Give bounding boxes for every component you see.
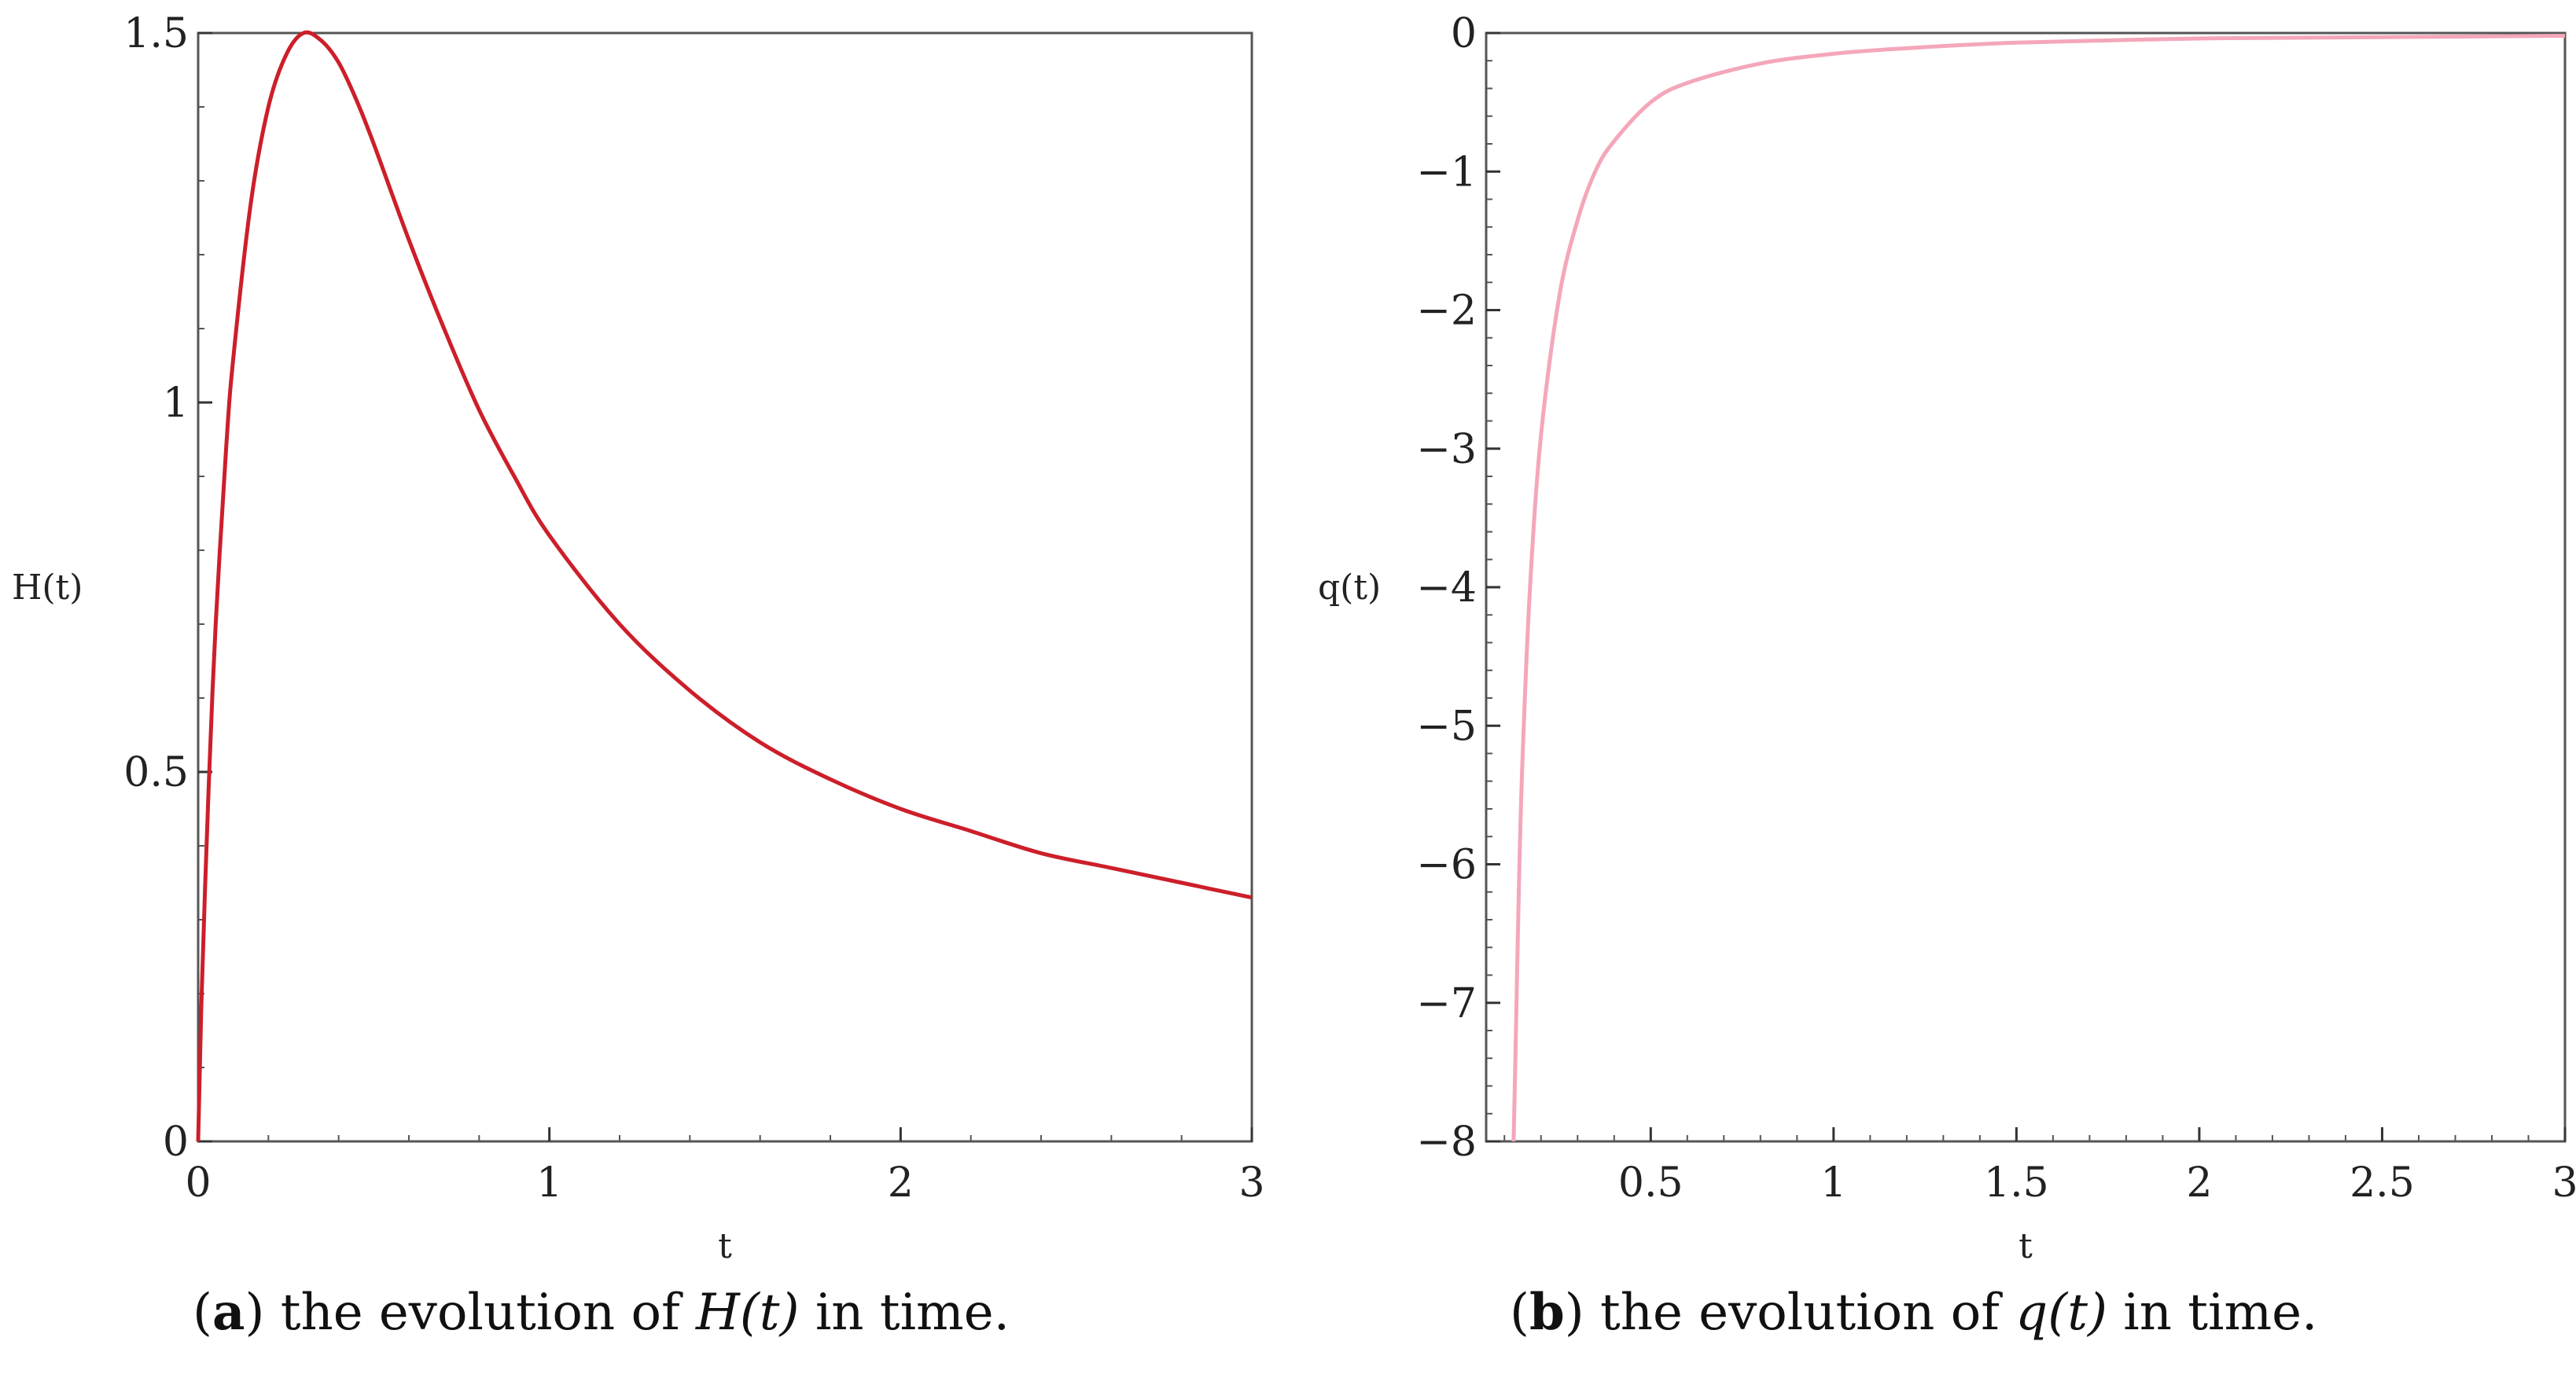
y-tick-label-b: −1	[1416, 149, 1477, 196]
axis-title-y-a: H(t)	[12, 568, 83, 608]
plot-frame-b	[1485, 31, 2567, 1143]
y-tick-label-b: −6	[1416, 842, 1477, 889]
caption-a-text-before: the evolution of	[264, 1284, 696, 1342]
y-tick-label-b: −8	[1416, 1119, 1477, 1166]
caption-b-math: q(t)	[2015, 1284, 2107, 1342]
caption-b: (b) the evolution of q(t) in time.	[1510, 1283, 2317, 1342]
plot-frame-a	[197, 31, 1253, 1143]
caption-a-text-after: in time.	[799, 1284, 1010, 1342]
y-tick-label-b: −7	[1416, 980, 1477, 1027]
x-tick-label-a: 1	[536, 1159, 562, 1207]
chart-panel-b: 0 −1 −2 −3 −4 −5 −6 −7 −8 0.5 1 1.5 2 2.5 3 q(t) t	[1318, 10, 2576, 1266]
y-tick-label-a: 1	[163, 380, 189, 427]
y-tick-label-b: 0	[1451, 10, 1477, 57]
x-tick-label-a: 3	[1238, 1159, 1264, 1207]
y-tick-label-b: −4	[1416, 564, 1477, 612]
x-tick-label-b: 3	[2552, 1159, 2576, 1207]
caption-b-close: )	[1564, 1284, 1584, 1342]
x-tick-label-a: 2	[888, 1159, 914, 1207]
axis-title-x-b: t	[2018, 1226, 2033, 1266]
caption-a-letter: a	[212, 1283, 245, 1342]
x-tick-label-b: 2.5	[2350, 1159, 2415, 1207]
caption-a-close: )	[245, 1284, 265, 1342]
axis-title-x-a: t	[718, 1226, 732, 1266]
caption-a-open: (	[193, 1284, 212, 1342]
x-tick-label-b: 2	[2186, 1159, 2212, 1207]
caption-b-text-before: the evolution of	[1584, 1284, 2016, 1342]
caption-a-math: H(t)	[696, 1284, 800, 1342]
series-line-h	[196, 30, 1253, 1142]
x-tick-label-b: 1.5	[1984, 1159, 2049, 1207]
caption-a: (a) the evolution of H(t) in time.	[193, 1283, 1010, 1342]
caption-b-open: (	[1510, 1284, 1529, 1342]
x-tick-label-b: 0.5	[1618, 1159, 1684, 1207]
x-tick-label-b: 1	[1820, 1159, 1846, 1207]
y-tick-label-b: −3	[1416, 426, 1477, 473]
y-tick-label-b: −5	[1416, 703, 1477, 750]
series-line-q	[1511, 34, 2566, 1142]
caption-b-text-after: in time.	[2107, 1284, 2318, 1342]
axis-title-y-b: q(t)	[1318, 568, 1381, 608]
chart-panel-a: 0 0.5 1 1.5 0 1 2 3 H(t) t	[12, 10, 1265, 1266]
caption-b-letter: b	[1529, 1283, 1565, 1342]
y-tick-label-a: 1.5	[123, 10, 189, 57]
y-tick-label-b: −2	[1416, 288, 1477, 335]
x-tick-label-a: 0	[185, 1159, 211, 1207]
y-tick-label-a: 0	[163, 1119, 189, 1166]
y-tick-label-a: 0.5	[123, 749, 189, 796]
